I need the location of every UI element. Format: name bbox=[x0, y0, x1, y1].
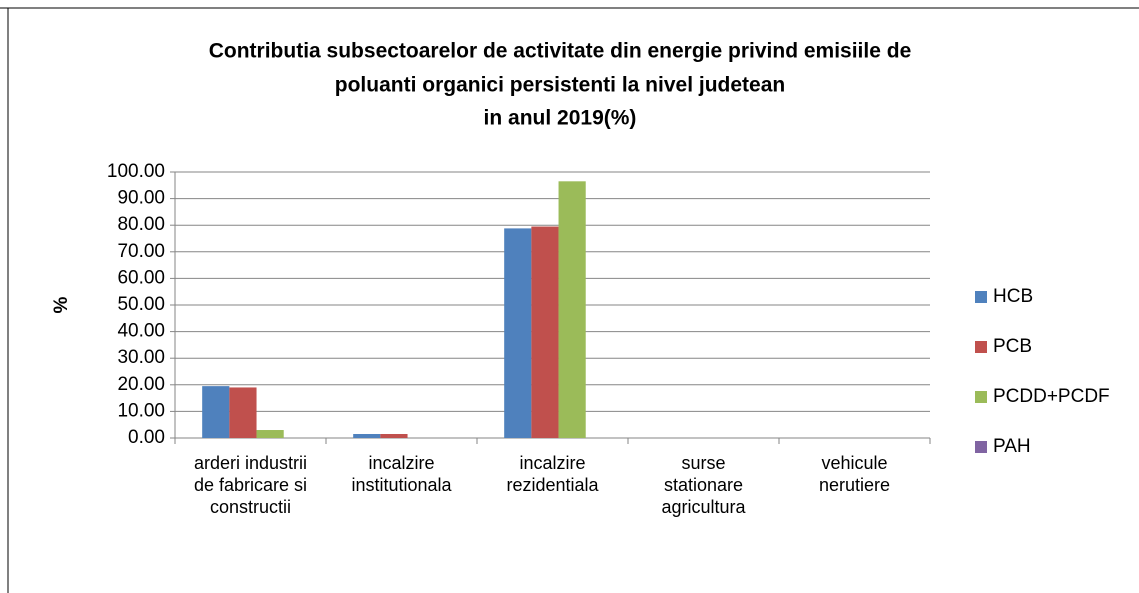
x-tick-label: incalzire rezidentiala bbox=[506, 453, 599, 495]
y-tick-label: 50.00 bbox=[117, 294, 165, 315]
y-tick-label: 70.00 bbox=[117, 241, 165, 262]
bar bbox=[558, 181, 586, 438]
bar bbox=[380, 434, 408, 438]
y-tick-label: 0.00 bbox=[128, 427, 165, 448]
legend-label: PCB bbox=[993, 336, 1032, 357]
x-tick-label: vehicule nerutiere bbox=[818, 453, 891, 495]
legend-label: PAH bbox=[993, 436, 1031, 457]
legend-swatch bbox=[975, 391, 987, 403]
y-axis-label: % bbox=[51, 296, 72, 313]
chart-title: in anul 2019(%) bbox=[484, 107, 637, 130]
bar bbox=[202, 386, 230, 438]
y-tick-label: 60.00 bbox=[117, 267, 165, 288]
legend-label: PCDD+PCDF bbox=[993, 386, 1110, 407]
bar bbox=[531, 226, 559, 438]
legend-label: HCB bbox=[993, 286, 1033, 307]
bar bbox=[353, 434, 381, 438]
x-tick-label: incalzire institutionala bbox=[351, 453, 452, 495]
y-tick-label: 40.00 bbox=[117, 321, 165, 342]
y-tick-label: 20.00 bbox=[117, 374, 165, 395]
x-tick-label: surse stationare agricultura bbox=[661, 453, 746, 517]
y-tick-label: 30.00 bbox=[117, 347, 165, 368]
bar bbox=[256, 430, 284, 438]
y-tick-label: 10.00 bbox=[117, 400, 165, 421]
chart-title: poluanti organici persistenti la nivel j… bbox=[335, 74, 785, 97]
x-tick-label: arderi industrii de fabricare si constru… bbox=[193, 453, 308, 517]
y-tick-label: 80.00 bbox=[117, 214, 165, 235]
bar bbox=[229, 387, 257, 438]
legend-swatch bbox=[975, 341, 987, 353]
bar bbox=[504, 228, 532, 438]
legend-swatch bbox=[975, 291, 987, 303]
legend-swatch bbox=[975, 441, 987, 453]
y-tick-label: 90.00 bbox=[117, 188, 165, 209]
y-tick-label: 100.00 bbox=[107, 161, 165, 182]
chart-title: Contributia subsectoarelor de activitate… bbox=[209, 40, 912, 63]
